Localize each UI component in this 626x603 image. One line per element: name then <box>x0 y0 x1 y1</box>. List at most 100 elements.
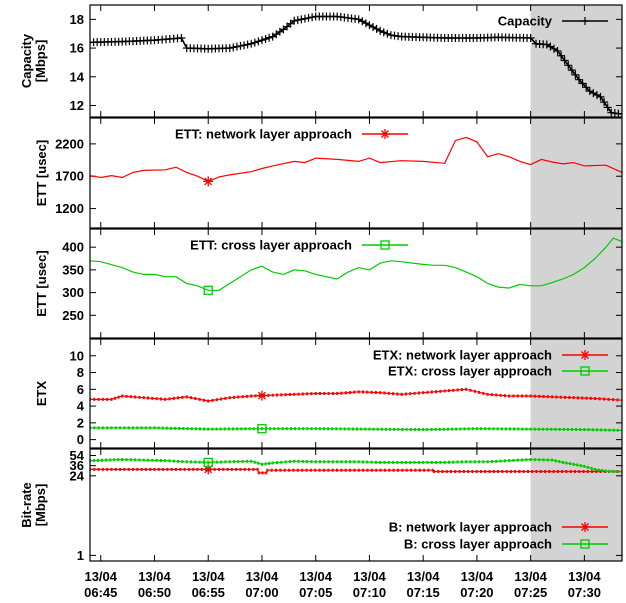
data-point <box>219 427 222 431</box>
data-point <box>220 460 223 464</box>
data-point <box>356 427 359 431</box>
x-tick-label: 13/04 <box>246 569 279 584</box>
panel-frame <box>89 117 623 229</box>
data-point <box>306 460 309 464</box>
data-point <box>456 460 459 464</box>
data-point <box>426 390 429 394</box>
data-point <box>376 26 385 35</box>
data-point <box>232 427 235 431</box>
data-point <box>432 470 435 474</box>
data-point <box>434 427 437 431</box>
data-point <box>298 427 301 431</box>
data-point <box>438 427 441 431</box>
data-point <box>114 467 117 471</box>
data-point <box>361 390 364 394</box>
data-point <box>539 470 542 474</box>
data-point <box>546 395 549 399</box>
data-point <box>237 395 240 399</box>
data-point <box>129 395 132 399</box>
y-tick-label: 12 <box>70 98 84 113</box>
data-point <box>293 392 296 396</box>
data-point <box>392 468 395 472</box>
data-point <box>542 395 545 399</box>
data-point <box>223 427 226 431</box>
data-point <box>181 395 184 399</box>
sample-marker <box>203 176 214 187</box>
data-point <box>430 427 433 431</box>
y-axis-label-line: Capacity <box>19 33 34 88</box>
data-point <box>190 427 193 431</box>
data-point <box>372 24 381 33</box>
x-tick-label: 06:50 <box>138 585 171 600</box>
data-point <box>215 427 218 431</box>
data-point <box>569 462 572 466</box>
data-point <box>482 460 485 464</box>
y-tick-label: 1 <box>77 548 84 563</box>
data-point <box>127 426 130 430</box>
y-tick-label: 1700 <box>55 169 84 184</box>
data-point <box>144 426 147 430</box>
data-point <box>149 467 152 471</box>
data-point <box>93 458 96 462</box>
data-point <box>123 467 126 471</box>
data-point <box>168 397 171 401</box>
data-point <box>599 470 602 474</box>
data-point <box>500 427 503 431</box>
data-point <box>362 468 365 472</box>
data-point <box>151 458 154 462</box>
data-point <box>106 397 109 401</box>
data-point <box>548 470 551 474</box>
data-point <box>430 460 433 464</box>
data-point <box>109 458 112 462</box>
data-point <box>576 463 579 467</box>
data-point <box>340 460 343 464</box>
data-point <box>495 393 498 397</box>
data-point <box>397 427 400 431</box>
data-point <box>237 460 240 464</box>
data-point <box>347 427 350 431</box>
data-point <box>265 471 268 475</box>
data-point <box>379 460 382 464</box>
data-point <box>404 392 407 396</box>
data-point <box>310 460 313 464</box>
data-point <box>612 398 615 402</box>
data-point <box>559 395 562 399</box>
data-point <box>306 392 309 396</box>
data-point <box>555 395 558 399</box>
data-point <box>446 427 449 431</box>
data-point <box>418 428 421 432</box>
data-point <box>564 395 567 399</box>
data-point <box>358 17 367 26</box>
data-point <box>423 468 426 472</box>
x-tick-label: 07:00 <box>245 585 278 600</box>
data-point <box>323 392 326 395</box>
data-point <box>233 395 236 399</box>
data-point <box>467 470 470 474</box>
data-point <box>575 75 584 84</box>
y-tick-label: 2 <box>77 415 84 430</box>
data-point <box>215 398 218 402</box>
data-point <box>562 427 565 431</box>
data-point <box>492 470 495 474</box>
data-point <box>469 460 472 464</box>
data-point <box>172 459 175 463</box>
data-point <box>138 458 141 462</box>
legend-marker <box>380 129 390 139</box>
data-point <box>517 427 520 431</box>
data-point <box>383 29 392 38</box>
series-etx-cross-layer-approach <box>90 424 622 434</box>
data-point <box>198 397 201 401</box>
data-point <box>217 467 220 471</box>
data-point <box>595 470 598 474</box>
data-point <box>149 426 152 430</box>
data-point <box>144 467 147 471</box>
x-tick-label: 06:55 <box>192 585 225 600</box>
data-point <box>264 462 267 466</box>
data-point <box>508 394 511 398</box>
data-point <box>572 396 575 400</box>
data-point <box>366 390 369 394</box>
data-point <box>616 428 619 432</box>
data-point <box>463 427 466 431</box>
data-point <box>533 427 536 431</box>
data-point <box>297 459 300 463</box>
